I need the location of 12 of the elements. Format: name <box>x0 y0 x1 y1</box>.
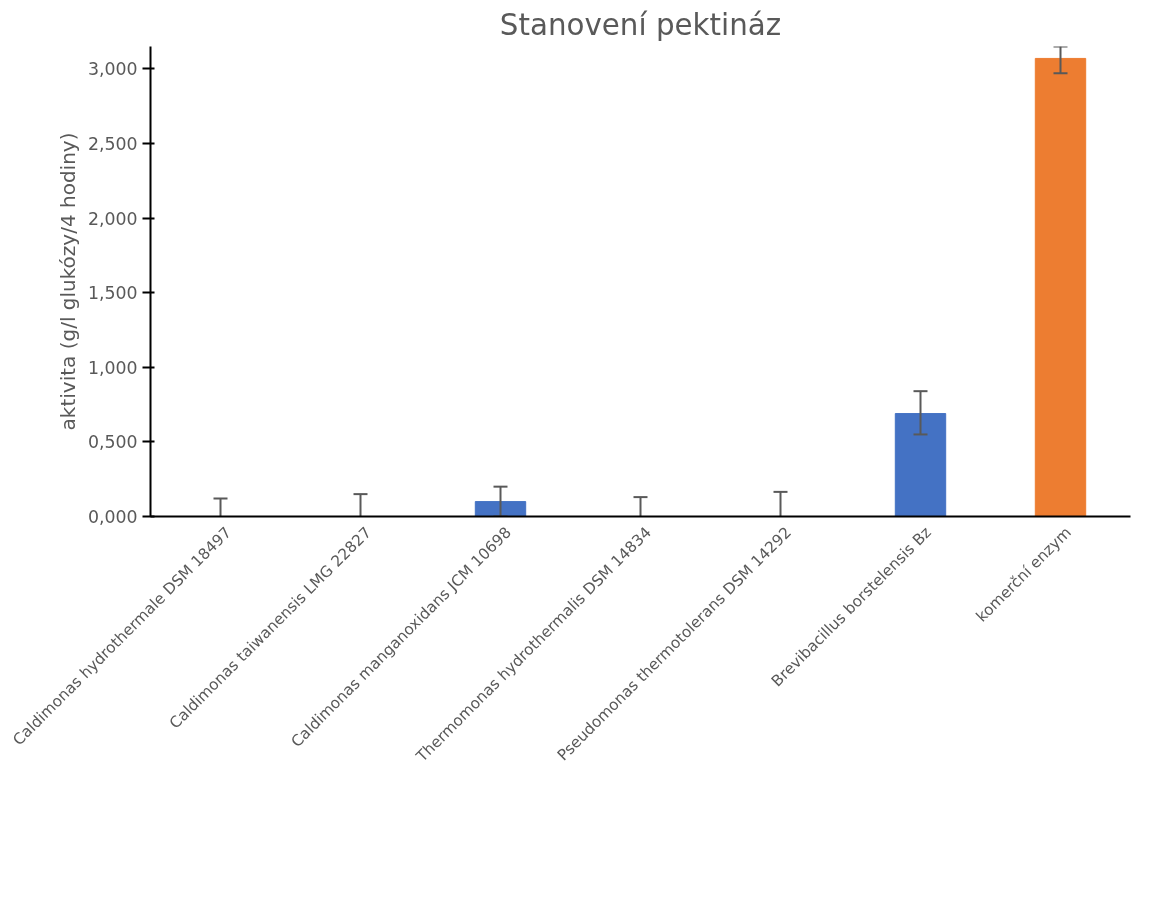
bar <box>894 413 947 517</box>
y-tick-label: 3,000 <box>87 59 138 80</box>
y-axis-title: aktivita (g/l glukózy/4 hodiny) <box>55 132 80 431</box>
bar <box>1034 57 1087 517</box>
y-tick-label: 2,500 <box>87 133 138 154</box>
y-tick-label: 2,000 <box>87 208 138 229</box>
bar <box>474 501 527 517</box>
y-tick-label: 1,000 <box>87 357 138 378</box>
y-tick-label: 0,000 <box>87 507 138 527</box>
y-tick-label: 1,500 <box>87 283 138 304</box>
y-tick-label: 0,500 <box>87 432 138 453</box>
chart-title: Stanovení pektináz <box>499 7 782 42</box>
